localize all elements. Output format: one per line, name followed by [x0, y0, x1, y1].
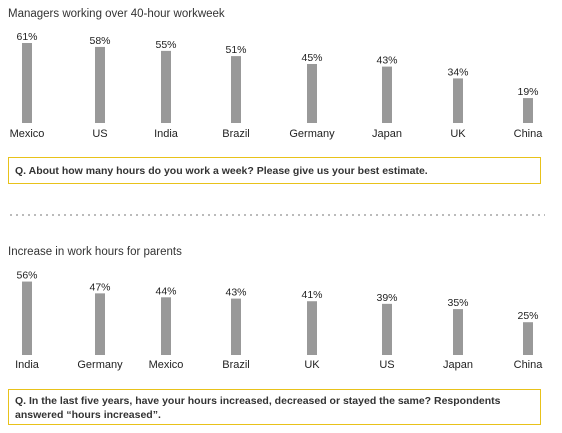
chart-1-tick-label: Mexico — [10, 128, 45, 140]
chart-2-data-label: 25% — [517, 310, 538, 322]
chart-1-bar-mexico — [22, 43, 32, 123]
question-box-2: Q. In the last five years, have your hou… — [8, 389, 541, 425]
chart-1-bar-germany — [307, 63, 317, 123]
chart-1-tick-label: UK — [450, 128, 466, 140]
chart-2-data-label: 35% — [447, 297, 468, 309]
chart-2-data-label: 47% — [89, 281, 110, 293]
question-1-text: Q. About how many hours do you work a we… — [15, 165, 428, 177]
chart-2-bar-japan — [453, 309, 463, 355]
chart-1-data-label: 58% — [89, 35, 110, 47]
chart-2-tick-label: Germany — [77, 359, 123, 371]
chart-1-data-label: 45% — [301, 52, 322, 64]
chart-1-data-label: 34% — [447, 66, 468, 78]
chart-2-data-label: 56% — [16, 270, 37, 282]
chart-2-title: Increase in work hours for parents — [8, 246, 182, 258]
chart-2-tick-label: US — [379, 359, 394, 371]
chart-2-data-label: 44% — [155, 285, 176, 297]
chart-1-title: Managers working over 40-hour workweek — [8, 8, 225, 20]
chart-1-bar-uk — [453, 78, 463, 123]
question-2-text: Q. In the last five years, have your hou… — [15, 395, 501, 421]
question-box-1: Q. About how many hours do you work a we… — [8, 157, 541, 184]
chart-2-bar-uk — [307, 301, 317, 355]
chart-2-bar-brazil — [231, 298, 241, 355]
chart-1-bar-us — [95, 46, 105, 123]
chart-1-tick-label: US — [92, 128, 107, 140]
chart-1-bar-india — [161, 50, 171, 123]
chart-2-data-label: 43% — [225, 287, 246, 299]
chart-2-tick-label: India — [15, 359, 40, 371]
chart-1-data-label: 61% — [16, 31, 37, 43]
chart-1-data-label: 51% — [225, 44, 246, 56]
chart-1-bar-japan — [382, 66, 392, 123]
chart-1-tick-label: India — [154, 128, 179, 140]
chart-2-bar-mexico — [161, 297, 171, 355]
chart-2-data-label: 39% — [376, 292, 397, 304]
chart-2-tick-label: Mexico — [149, 359, 184, 371]
chart-1-data-label: 55% — [155, 39, 176, 51]
chart-2-bar-india — [22, 281, 32, 355]
chart-2-tick-label: Brazil — [222, 359, 250, 371]
chart-2-tick-label: UK — [304, 359, 320, 371]
chart-2-data-label: 41% — [301, 289, 322, 301]
chart-1-tick-label: China — [514, 128, 544, 140]
chart-2-tick-label: China — [514, 359, 544, 371]
chart-2-bar-china — [523, 322, 533, 355]
chart-2: 56% India 47% Germany 44% Mexico 43% Brazil 41% U… — [15, 270, 543, 371]
chart-1-tick-label: Germany — [289, 128, 335, 140]
chart-1-tick-label: Japan — [372, 128, 402, 140]
chart-1-bar-china — [523, 98, 533, 123]
chart-1-bar-brazil — [231, 56, 241, 123]
chart-2-bar-germany — [95, 293, 105, 355]
chart-1-data-label: 43% — [376, 55, 397, 67]
chart-1-tick-label: Brazil — [222, 128, 250, 140]
chart-2-tick-label: Japan — [443, 359, 473, 371]
chart-2-bar-us — [382, 303, 392, 355]
chart-1-data-label: 19% — [517, 86, 538, 98]
chart-1: 61% Mexico 58% US 55% India 51% Brazil 45% German… — [10, 31, 544, 140]
